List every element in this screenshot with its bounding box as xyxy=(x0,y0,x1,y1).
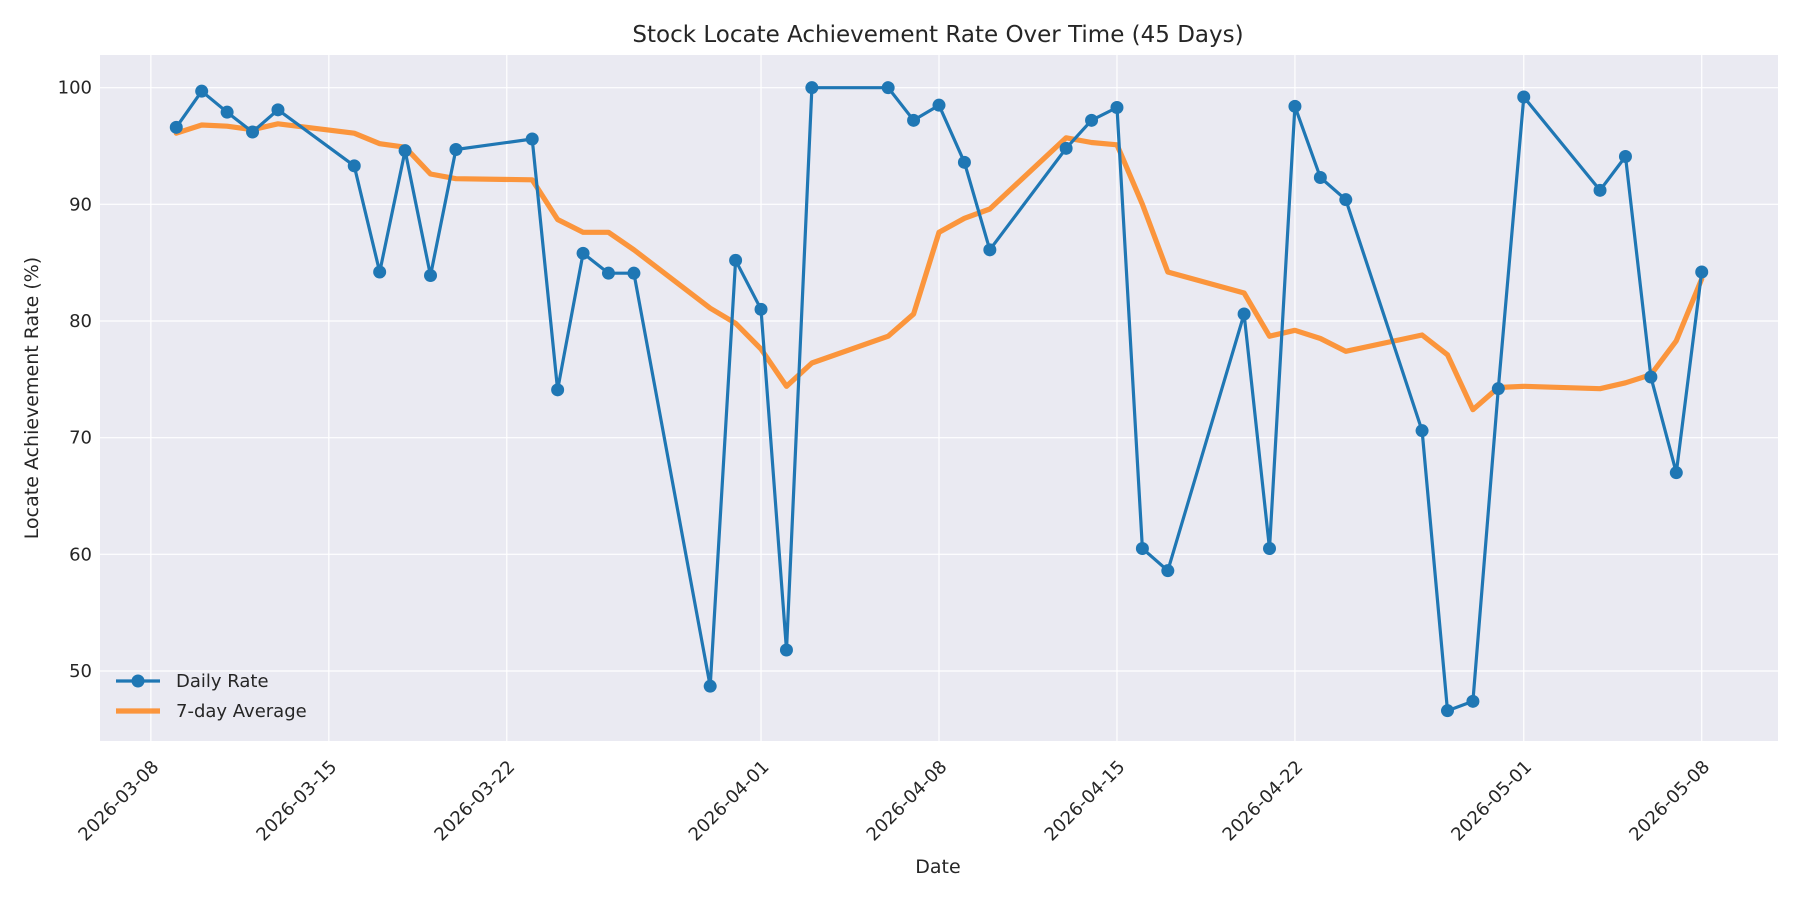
daily-rate-point xyxy=(347,159,361,173)
daily-rate-point xyxy=(373,265,387,279)
daily-rate-point xyxy=(1440,704,1454,718)
y-tick-label: 50 xyxy=(69,661,92,682)
daily-rate-point xyxy=(1517,90,1531,104)
x-tick-label: 2026-05-08 xyxy=(1625,757,1714,846)
y-tick-label: 60 xyxy=(69,544,92,565)
x-axis-title: Date xyxy=(915,856,960,878)
x-tick-label: 2026-03-08 xyxy=(74,757,163,846)
legend-seven-day-average-label: 7-day Average xyxy=(176,701,307,722)
daily-rate-point xyxy=(424,269,438,282)
y-tick-label: 100 xyxy=(58,78,92,99)
daily-rate-point xyxy=(881,81,895,95)
daily-rate-point xyxy=(1263,542,1277,555)
x-tick-label: 2026-03-15 xyxy=(252,757,341,846)
daily-rate-point xyxy=(703,679,717,693)
daily-rate-point xyxy=(525,132,539,146)
daily-rate-point xyxy=(1110,101,1124,114)
y-axis-title: Locate Achievement Rate (%) xyxy=(21,257,43,539)
daily-rate-point xyxy=(449,143,463,156)
daily-rate-point xyxy=(1644,370,1658,384)
daily-rate-point xyxy=(1491,382,1505,396)
y-tick-label: 80 xyxy=(69,311,92,332)
daily-rate-point xyxy=(246,125,260,139)
daily-rate-point xyxy=(907,113,921,127)
grid xyxy=(100,55,1778,741)
daily-rate-point xyxy=(1466,694,1480,708)
daily-rate-point xyxy=(1669,466,1683,480)
series-layer xyxy=(169,81,1709,718)
y-axis-ticks: 50 60 70 80 90 100 xyxy=(58,78,92,682)
daily-rate-point xyxy=(1288,99,1302,113)
daily-rate-point xyxy=(729,253,743,267)
x-tick-label: 2026-04-15 xyxy=(1041,757,1130,846)
daily-rate-point xyxy=(1618,150,1632,163)
x-tick-label: 2026-04-22 xyxy=(1219,757,1308,846)
daily-rate-point xyxy=(1313,171,1327,184)
legend: Daily Rate 7-day Average xyxy=(116,671,307,722)
daily-rate-point xyxy=(957,155,971,169)
y-tick-label: 70 xyxy=(69,428,92,449)
daily-rate-point xyxy=(601,266,615,280)
daily-rate-point xyxy=(271,103,285,117)
daily-rate-point xyxy=(805,81,819,95)
x-tick-label: 2026-03-22 xyxy=(430,757,519,846)
x-tick-label: 2026-05-01 xyxy=(1447,757,1536,846)
y-tick-label: 90 xyxy=(69,194,92,215)
daily-rate-point xyxy=(1593,183,1607,197)
daily-rate-point xyxy=(1237,307,1251,321)
daily-rate-point xyxy=(169,120,183,134)
seven-day-average-line xyxy=(173,121,1705,413)
daily-rate-point xyxy=(1161,564,1175,578)
chart-title: Stock Locate Achievement Rate Over Time … xyxy=(632,22,1243,48)
daily-rate-point xyxy=(754,302,768,316)
daily-rate-point xyxy=(983,243,997,257)
daily-rate-point xyxy=(551,383,565,397)
daily-rate-point xyxy=(1059,141,1073,155)
daily-rate-point xyxy=(220,105,234,119)
daily-rate-point xyxy=(1135,542,1149,555)
daily-rate-point xyxy=(195,84,209,98)
daily-rate-point xyxy=(576,246,590,260)
daily-rate-point xyxy=(1339,193,1353,207)
x-tick-label: 2026-04-08 xyxy=(863,757,952,846)
daily-rate-point xyxy=(398,144,412,158)
legend-daily-rate-label: Daily Rate xyxy=(176,671,269,692)
daily-rate-point xyxy=(779,643,793,657)
x-axis-ticks: 2026-03-08 2026-03-15 2026-03-22 2026-04-01… xyxy=(74,757,1714,846)
daily-rate-point xyxy=(1695,265,1709,279)
daily-rate-point xyxy=(627,266,641,280)
x-tick-label: 2026-04-01 xyxy=(685,757,774,846)
daily-rate-point xyxy=(932,98,946,112)
legend-daily-rate-marker xyxy=(131,674,145,688)
daily-rate-point xyxy=(1415,424,1429,438)
daily-rate-point xyxy=(1085,113,1099,127)
